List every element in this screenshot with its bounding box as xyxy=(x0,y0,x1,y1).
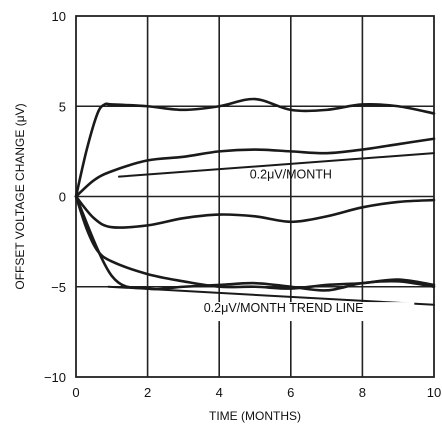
x-tick-label: 10 xyxy=(427,385,441,400)
y-axis-title: OFFSET VOLTAGE CHANGE (μV) xyxy=(13,103,27,289)
y-tick-label: −5 xyxy=(51,280,66,295)
x-tick-label: 0 xyxy=(72,385,79,400)
annotation-upper-trend: 0.2μV/MONTH xyxy=(250,167,332,181)
drift-curve-4 xyxy=(74,195,436,292)
drift-curve-1 xyxy=(74,137,436,198)
annotation-background xyxy=(152,302,415,322)
y-tick-label: 0 xyxy=(59,190,66,205)
drift-curve-0 xyxy=(74,97,436,198)
trend-line-6 xyxy=(107,285,435,306)
x-axis-title: TIME (MONTHS) xyxy=(209,409,301,423)
x-axis-ticks: 0 2 4 6 8 10 xyxy=(72,385,441,400)
y-axis-ticks: 10 5 0 −5 −10 xyxy=(44,9,66,385)
grid-lines xyxy=(76,16,434,377)
annotation-lower-trend: 0.2μV/MONTH TREND LINE xyxy=(204,301,364,315)
x-tick-label: 8 xyxy=(359,385,366,400)
x-tick-label: 2 xyxy=(144,385,151,400)
trend-line-5 xyxy=(117,152,435,178)
drift-curve-3 xyxy=(74,195,436,290)
drift-curve-2 xyxy=(74,195,436,229)
y-tick-label: 5 xyxy=(59,99,66,114)
y-tick-label: −10 xyxy=(44,370,66,385)
series-group xyxy=(74,97,436,306)
x-tick-label: 4 xyxy=(216,385,223,400)
y-tick-label: 10 xyxy=(52,9,66,24)
x-tick-label: 6 xyxy=(287,385,294,400)
